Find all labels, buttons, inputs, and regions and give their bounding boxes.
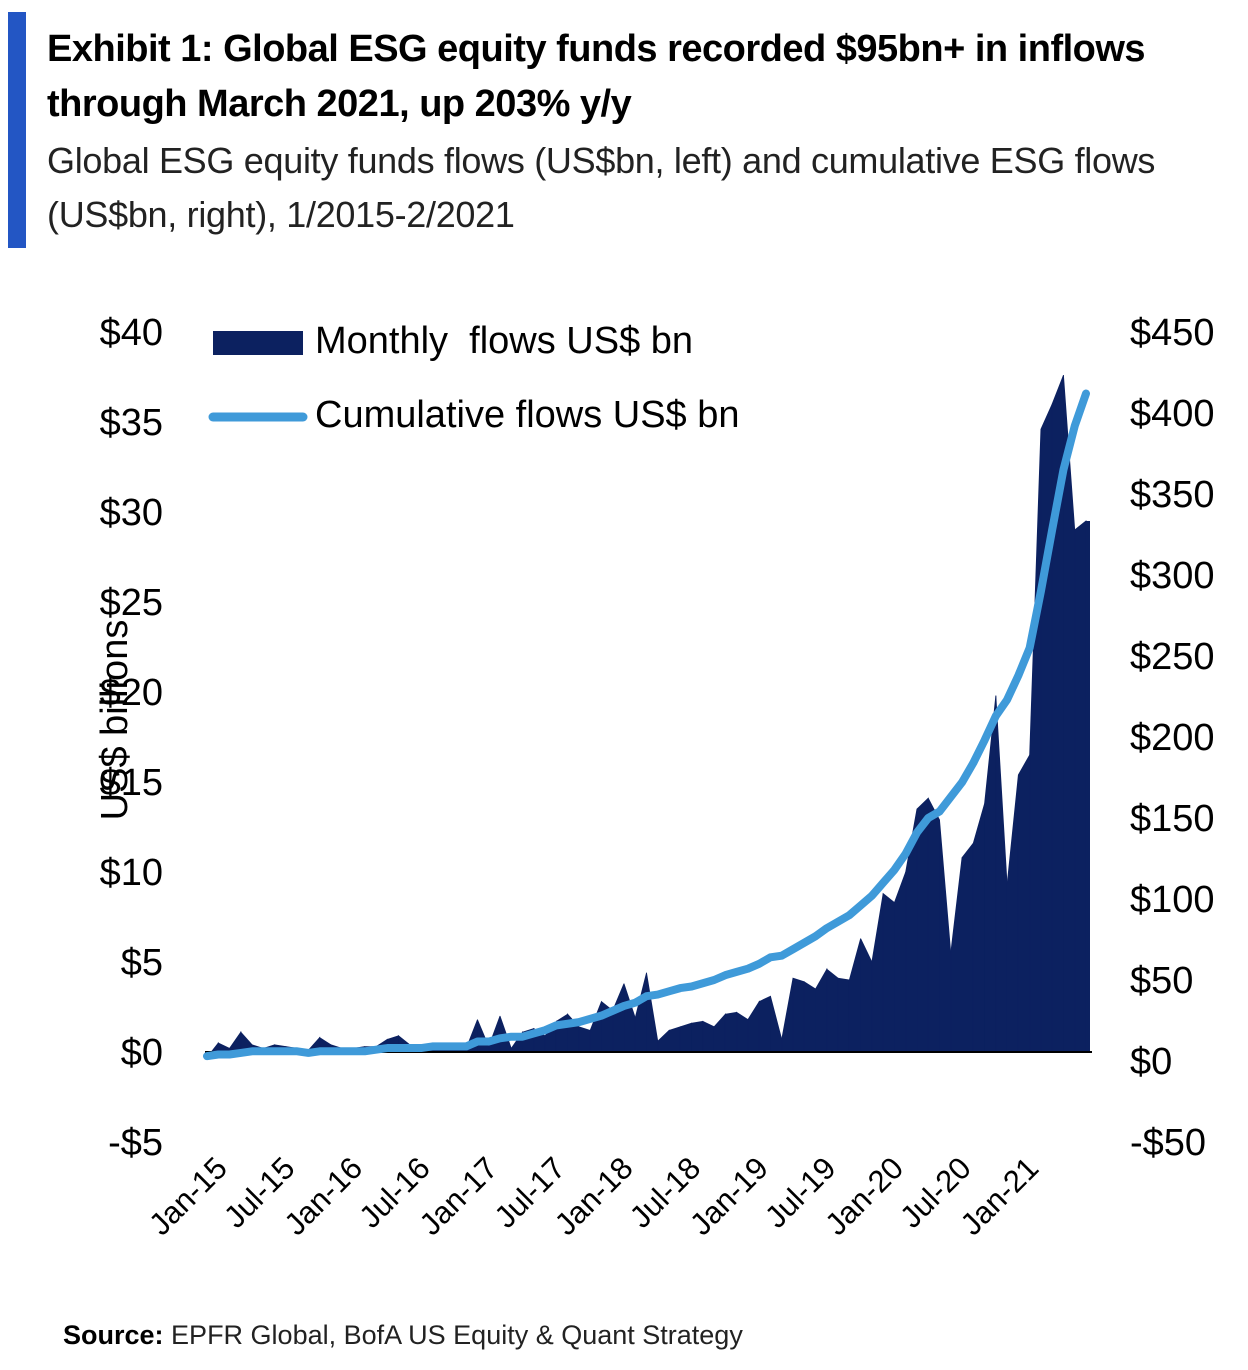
monthly-flow-segment	[1040, 403, 1053, 1053]
left-tick-label: $5	[121, 942, 163, 984]
monthly-flow-segment	[758, 995, 771, 1053]
legend-swatch-monthly	[213, 331, 303, 355]
left-tick-label: $25	[100, 582, 163, 624]
x-tick-label: Jan-21	[954, 1150, 1046, 1242]
right-tick-label: $250	[1130, 636, 1215, 678]
monthly-flow-segment	[927, 798, 940, 1053]
monthly-flow-segment	[668, 1026, 681, 1053]
monthly-flow-segment	[691, 1020, 704, 1053]
monthly-flow-segment	[1074, 520, 1087, 1053]
monthly-flow-segment	[1017, 753, 1031, 1053]
monthly-flow-segment	[555, 1013, 569, 1053]
monthly-flow-segment	[939, 819, 952, 1053]
chart-subtitle: Global ESG equity funds flows (US$bn, le…	[47, 140, 1156, 235]
monthly-flow-segment	[871, 893, 884, 1053]
monthly-flow-segment	[1029, 429, 1042, 1053]
right-tick-label: $50	[1130, 960, 1193, 1002]
legend-label-monthly: Monthly flows US$ bn	[315, 320, 693, 362]
left-axis-ticks: $40 $35 $30 $25 $20 $15 $10 $5 $0 -$5	[100, 312, 163, 1164]
monthly-flow-segment	[1006, 774, 1019, 1053]
monthly-flow-segment	[972, 803, 985, 1053]
monthly-flow-segment	[860, 938, 873, 1053]
cumulative-flows-line	[203, 389, 1090, 1061]
x-axis-ticks: Jan-15Jul-15Jan-16Jul-16Jan-17Jul-17Jan-…	[142, 1150, 1045, 1242]
x-tick-label: Jan-16	[277, 1150, 369, 1242]
right-tick-label: $450	[1130, 312, 1215, 354]
left-tick-label: $15	[100, 762, 163, 804]
source-label: Source:	[63, 1320, 164, 1350]
right-tick-label: $200	[1130, 717, 1215, 759]
monthly-flow-segment	[792, 977, 805, 1053]
monthly-flow-segment	[984, 695, 997, 1053]
monthly-flow-segment	[826, 968, 839, 1053]
monthly-flow-segment	[477, 1019, 490, 1053]
right-tick-label: $150	[1130, 798, 1215, 840]
left-tick-label: $0	[121, 1032, 163, 1074]
x-tick-label: Jan-17	[413, 1150, 505, 1242]
x-tick-label: Jan-18	[548, 1150, 640, 1242]
monthly-flow-segment	[612, 983, 625, 1053]
left-axis-label: US$ billions	[94, 620, 136, 821]
monthly-flow-segment	[646, 972, 659, 1053]
monthly-flow-segment	[634, 972, 647, 1053]
right-tick-label: $100	[1130, 879, 1215, 921]
monthly-flow-segment	[724, 1011, 738, 1053]
monthly-flow-segment	[702, 1020, 715, 1053]
source-text: EPFR Global, BofA US Equity & Quant Stra…	[171, 1320, 743, 1350]
monthly-flow-segment	[623, 983, 636, 1053]
right-axis-ticks: $450 $400 $350 $300 $250 $200 $150 $100 $50 $0 -$5…	[1130, 312, 1215, 1164]
monthly-flow-segment	[781, 978, 794, 1053]
left-tick-label: $30	[100, 492, 163, 534]
monthly-flow-segment	[679, 1022, 692, 1053]
left-tick-label: $20	[100, 672, 163, 714]
monthly-flow-segment	[770, 996, 783, 1053]
monthly-flow-segment	[848, 938, 862, 1053]
right-tick-label: $300	[1130, 555, 1215, 597]
legend: Monthly flows US$ bn Cumulative flows US…	[208, 320, 740, 436]
right-tick-label: $350	[1130, 474, 1215, 516]
left-tick-label: $35	[100, 402, 163, 444]
right-tick-label: -$50	[1130, 1122, 1206, 1164]
legend-label-cumulative: Cumulative flows US$ bn	[315, 394, 740, 436]
monthly-flow-segment	[488, 1015, 501, 1053]
monthly-flow-segment	[837, 977, 850, 1053]
monthly-flow-segment	[882, 892, 895, 1053]
right-tick-label: $0	[1130, 1041, 1172, 1083]
accent-bar	[8, 12, 26, 248]
monthly-flow-segment	[229, 1030, 242, 1053]
x-tick-label: Jan-19	[683, 1150, 775, 1242]
source-note: Source: EPFR Global, BofA US Equity & Qu…	[63, 1320, 743, 1351]
monthly-flow-segment	[961, 842, 974, 1053]
monthly-flows-layer	[206, 375, 1090, 1059]
x-tick-label: Jan-20	[818, 1150, 910, 1242]
monthly-flow-segment	[803, 981, 816, 1053]
monthly-flow-segment	[1086, 521, 1090, 1052]
monthly-flow-segment	[589, 1001, 602, 1053]
monthly-flow-segment	[995, 695, 1008, 1053]
monthly-flow-segment	[578, 1026, 591, 1053]
left-tick-label: $10	[100, 852, 163, 894]
left-tick-label: $40	[100, 312, 163, 354]
monthly-flow-segment	[736, 1011, 749, 1053]
monthly-flow-segment	[894, 871, 907, 1053]
monthly-flow-segment	[815, 967, 828, 1053]
left-tick-label: -$5	[108, 1122, 163, 1164]
cumulative-flows-layer	[203, 389, 1090, 1061]
right-tick-label: $400	[1130, 393, 1215, 435]
chart-title: Exhibit 1: Global ESG equity funds recor…	[47, 28, 1146, 125]
monthly-flow-segment	[657, 1029, 670, 1053]
monthly-flow-segment	[713, 1013, 726, 1053]
monthly-flow-segment	[950, 857, 963, 1053]
monthly-flow-segment	[747, 1000, 760, 1053]
